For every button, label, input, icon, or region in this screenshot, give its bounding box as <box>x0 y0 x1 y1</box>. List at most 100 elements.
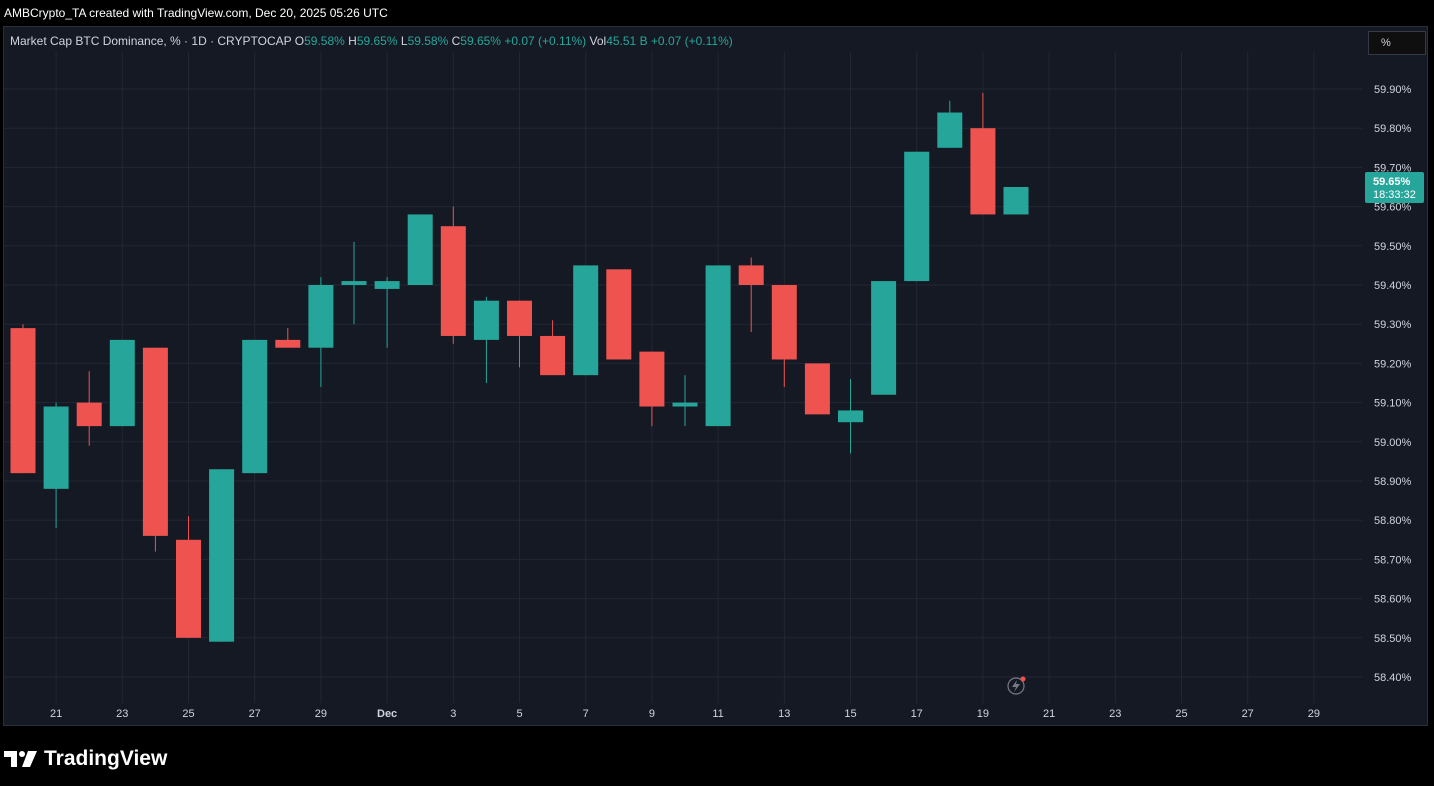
candle-body <box>639 351 665 407</box>
legend-close-value: 59.65% <box>460 34 501 48</box>
candle[interactable] <box>771 285 797 387</box>
y-tick-label: 59.00% <box>1374 437 1412 449</box>
candle[interactable] <box>1003 187 1029 215</box>
legend-symbol: Market Cap BTC Dominance, % · 1D · CRYPT… <box>10 34 292 48</box>
candle-body <box>407 214 433 285</box>
y-tick-label: 58.60% <box>1374 594 1412 606</box>
candle-body <box>176 539 201 638</box>
candle-body <box>142 347 168 536</box>
candle-body <box>209 469 235 642</box>
candle-body <box>43 406 69 489</box>
percent-scale-button[interactable]: % <box>1368 31 1426 55</box>
x-tick-label: 13 <box>778 708 790 720</box>
y-tick-label: 58.80% <box>1374 515 1412 527</box>
candle[interactable] <box>275 328 301 348</box>
x-tick-label: 11 <box>712 708 723 720</box>
x-tick-label: 21 <box>50 708 62 720</box>
x-tick-label: 25 <box>182 708 194 720</box>
price-tag-box <box>1365 172 1424 203</box>
x-tick-label: 17 <box>911 708 923 720</box>
y-tick-label: 59.60% <box>1374 202 1412 214</box>
candle[interactable] <box>507 300 532 368</box>
candle[interactable] <box>838 379 863 454</box>
candle[interactable] <box>176 516 201 638</box>
x-tick-label: Dec <box>377 708 397 720</box>
candle-body <box>374 281 400 289</box>
candle[interactable] <box>904 151 930 282</box>
price-tag-countdown: 18:33:32 <box>1373 189 1416 201</box>
x-tick-label: 25 <box>1175 708 1187 720</box>
candle[interactable] <box>871 281 897 395</box>
candle[interactable] <box>540 320 566 376</box>
y-tick-label: 58.90% <box>1374 476 1412 488</box>
candle[interactable] <box>142 347 168 552</box>
price-tag-value: 59.65% <box>1373 176 1411 188</box>
legend-low-label: L <box>400 34 408 48</box>
candle[interactable] <box>573 265 599 376</box>
y-tick-label: 58.70% <box>1374 554 1412 566</box>
y-tick-label: 59.70% <box>1374 162 1412 174</box>
x-axis[interactable]: 21 23 25 27 29 Dec 3 5 7 9 11 13 15 17 19 21 23 25 27 29 <box>50 708 1320 720</box>
legend-high-label: H <box>348 34 357 48</box>
legend-volume-change: +0.07 (+0.11%) <box>650 34 733 48</box>
candle-body <box>804 363 830 415</box>
y-tick-label: 59.90% <box>1374 84 1412 96</box>
candle-body <box>507 300 532 336</box>
grid-lines <box>4 52 1362 703</box>
candle-body <box>473 300 499 340</box>
y-tick-label: 59.20% <box>1374 358 1412 370</box>
candle[interactable] <box>76 371 102 446</box>
legend-open-label: O <box>294 34 305 48</box>
tradingview-logo[interactable]: TradingView <box>4 747 167 771</box>
tradingview-wordmark: TradingView <box>44 747 168 770</box>
candle[interactable] <box>10 324 36 474</box>
y-tick-label: 59.50% <box>1374 241 1412 253</box>
candle[interactable] <box>804 363 830 415</box>
y-tick-label: 59.40% <box>1374 280 1412 292</box>
candle[interactable] <box>242 339 268 474</box>
x-tick-label: 21 <box>1043 708 1055 720</box>
candle-body <box>606 269 632 360</box>
candle-body <box>871 281 897 395</box>
x-tick-label: 29 <box>315 708 327 720</box>
legend-volume-label: Vol <box>589 34 607 48</box>
candle-body <box>672 402 698 407</box>
candle-body <box>341 281 367 285</box>
candle[interactable] <box>440 206 466 344</box>
candle[interactable] <box>374 277 400 348</box>
candle-body <box>1003 187 1029 215</box>
candle[interactable] <box>43 402 69 529</box>
x-tick-label: 23 <box>116 708 128 720</box>
candle-body <box>573 265 599 376</box>
candle[interactable] <box>937 100 963 148</box>
candle[interactable] <box>209 469 235 642</box>
y-axis[interactable]: 58.40% 58.50% 58.60% 58.70% 58.80% 58.90% 59.0… <box>1374 84 1412 684</box>
candle[interactable] <box>705 265 731 427</box>
lightning-icon[interactable] <box>1007 676 1026 695</box>
candle-body <box>738 265 764 285</box>
x-tick-label: 19 <box>977 708 989 720</box>
legend-high-value: 59.65% <box>356 34 398 48</box>
symbol-legend[interactable]: Market Cap BTC Dominance, % · 1D · CRYPT… <box>10 34 733 48</box>
candle[interactable] <box>109 339 135 427</box>
legend-close-label: C <box>451 34 461 48</box>
x-tick-label: 27 <box>249 708 261 720</box>
x-tick-label: 9 <box>649 708 655 720</box>
candle[interactable] <box>672 375 698 427</box>
candle[interactable] <box>407 214 433 285</box>
candle-body <box>540 335 566 376</box>
candle[interactable] <box>473 296 499 383</box>
candle[interactable] <box>639 351 665 427</box>
candle[interactable] <box>308 277 334 387</box>
candle[interactable] <box>738 257 764 333</box>
candle-body <box>705 265 731 427</box>
candle[interactable] <box>970 92 996 215</box>
candle[interactable] <box>606 269 632 360</box>
y-tick-label: 59.30% <box>1374 319 1412 331</box>
candle-body <box>109 339 135 427</box>
candle[interactable] <box>341 241 367 325</box>
x-tick-label: 15 <box>844 708 856 720</box>
x-tick-label: 23 <box>1109 708 1121 720</box>
candle-body <box>242 339 268 474</box>
